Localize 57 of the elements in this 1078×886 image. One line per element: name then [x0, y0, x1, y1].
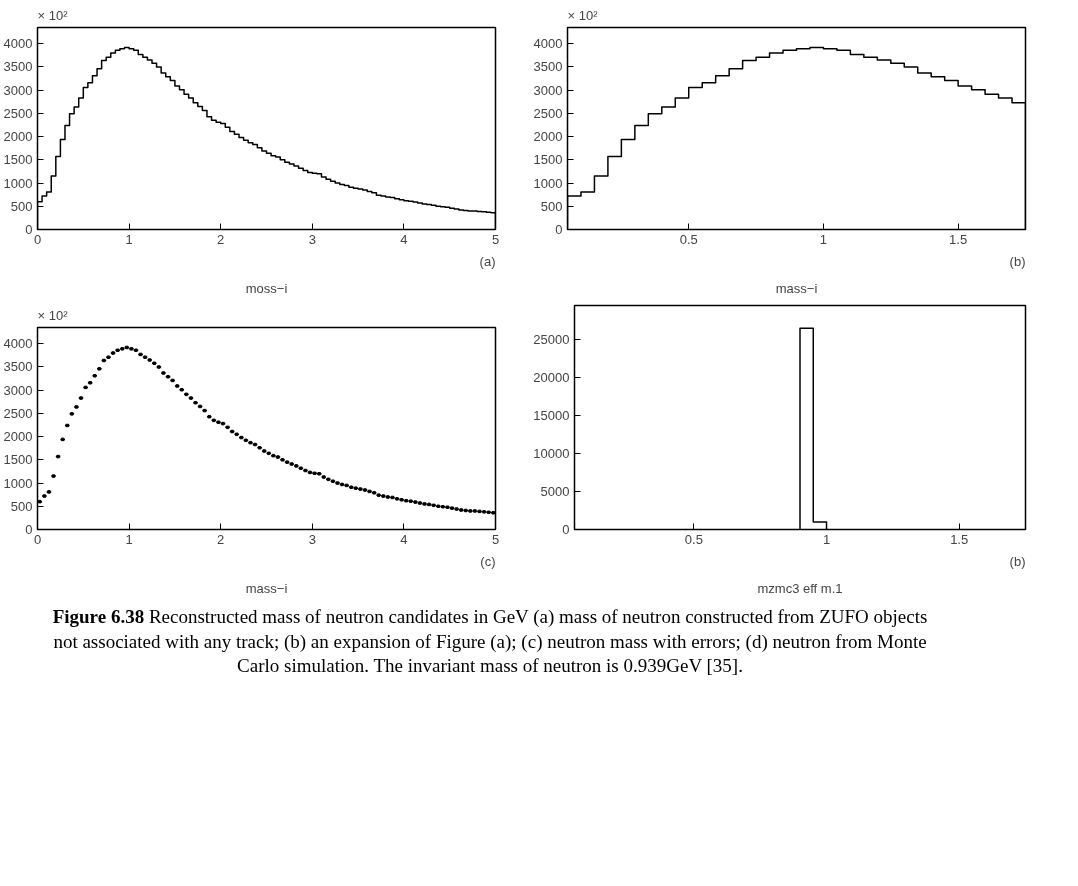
y-tick-label: 5000 [540, 483, 570, 499]
y-tick-label: 500 [10, 198, 33, 214]
text: × 10² [567, 7, 599, 23]
y-tick-label: 15000 [533, 407, 570, 423]
y-tick-label: 1000 [3, 475, 33, 491]
x-tick-label: 2 [217, 531, 225, 547]
x-tick-label: 3 [308, 531, 316, 547]
text: (b) [1009, 553, 1026, 569]
y-tick-label: 1000 [3, 175, 33, 191]
y-tick-label: 4000 [3, 336, 33, 352]
y-tick-label: 25000 [533, 331, 570, 347]
x-tick-label: 0.5 [679, 231, 698, 247]
y-tick-label: 500 [10, 498, 33, 514]
y-tick-label: 1000 [533, 175, 563, 191]
y-tick-label: 2500 [3, 405, 33, 421]
x-tick-label: 0.5 [684, 531, 703, 547]
y-tick-label: 500 [540, 198, 563, 214]
y-tick-label: 3000 [3, 382, 33, 398]
x-tick-label: 1 [125, 531, 133, 547]
y-tick-label: 2000 [533, 129, 563, 145]
x-axis-title: mzmc3 eff m.1 [757, 580, 843, 596]
x-axis-title: mass−i [775, 280, 818, 296]
y-tick-label: 2500 [3, 105, 33, 121]
x-tick-label: 1.5 [949, 231, 968, 247]
y-tick-label: 1500 [3, 152, 33, 168]
y-tick-label: 20000 [533, 369, 570, 385]
x-tick-label: 1 [819, 231, 828, 247]
x-tick-label: 4 [400, 231, 408, 247]
x-tick-label: 3 [308, 231, 316, 247]
x-tick-label: 1.5 [950, 531, 969, 547]
y-tick-label: 10000 [533, 445, 570, 461]
text: (b) [1009, 253, 1026, 269]
y-tick-label: 2000 [3, 129, 33, 145]
y-tick-label: 3500 [3, 359, 33, 375]
x-tick-label: 2 [217, 231, 225, 247]
x-tick-label: 1 [822, 531, 831, 547]
text: (a) [479, 253, 496, 269]
y-tick-label: 4000 [533, 36, 563, 52]
text: × 10² [37, 307, 69, 323]
x-tick-label: 5 [491, 231, 500, 247]
text: × 10² [37, 7, 69, 23]
y-tick-label: 3000 [533, 82, 563, 98]
y-tick-label: 1500 [3, 452, 33, 468]
text: (c) [480, 553, 496, 569]
x-axis-title: mass−i [245, 580, 288, 596]
x-tick-label: 4 [400, 531, 408, 547]
y-tick-label: 3500 [533, 59, 563, 75]
text: Figure 6.38 [52, 606, 145, 627]
y-tick-label: 1500 [533, 152, 563, 168]
x-tick-label: 1 [125, 231, 133, 247]
x-tick-label: 5 [491, 531, 500, 547]
y-tick-label: 3500 [3, 59, 33, 75]
y-tick-label: 2500 [533, 105, 563, 121]
x-axis-title: moss−i [245, 280, 288, 296]
y-tick-label: 2000 [3, 429, 33, 445]
y-tick-label: 4000 [3, 36, 33, 52]
y-tick-label: 3000 [3, 82, 33, 98]
